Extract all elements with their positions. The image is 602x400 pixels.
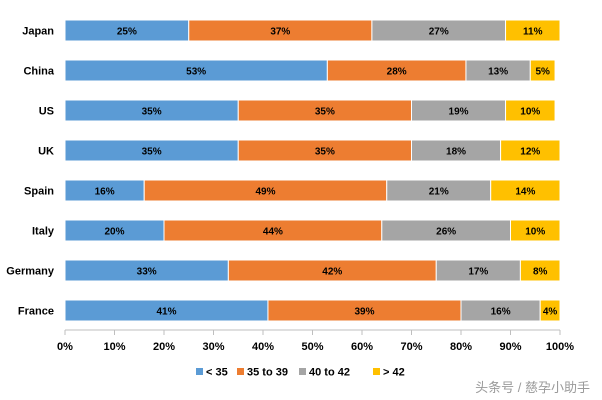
- category-label-us: US: [39, 106, 54, 118]
- bar-italy-series-3: [510, 219, 561, 242]
- data-label-france-series-1: 39%: [354, 307, 374, 318]
- data-label-japan-series-2: 27%: [429, 27, 449, 38]
- x-tick-label: 80%: [450, 341, 472, 353]
- data-label-uk-series-3: 12%: [520, 147, 540, 158]
- x-tick-label: 90%: [499, 341, 521, 353]
- data-label-italy-series-2: 26%: [436, 227, 456, 238]
- data-label-germany-series-3: 8%: [533, 267, 548, 278]
- legend-label-0: < 35: [206, 367, 228, 379]
- data-label-italy-series-3: 10%: [525, 227, 545, 238]
- data-label-us-series-2: 19%: [449, 107, 469, 118]
- category-label-france: France: [18, 306, 54, 318]
- bar-france-series-3: [539, 299, 561, 322]
- bar-uk-series-3: [500, 139, 561, 162]
- category-label-japan: Japan: [22, 26, 54, 38]
- bar-area: 25% 37% 27% 11% 53% 28% 13% 5% 35% 35% 19% 10% 35% 35…: [64, 19, 561, 322]
- data-label-france-series-0: 41%: [156, 307, 176, 318]
- legend-swatch-3: [373, 368, 380, 375]
- bar-spain-series-3: [490, 179, 561, 202]
- data-label-spain-series-3: 14%: [515, 187, 535, 198]
- x-tick-label: 20%: [153, 341, 175, 353]
- data-label-us-series-1: 35%: [315, 107, 335, 118]
- x-tick-label: 40%: [252, 341, 274, 353]
- data-label-germany-series-2: 17%: [468, 267, 488, 278]
- category-label-china: China: [23, 66, 54, 78]
- bar-china-series-3: [529, 59, 556, 82]
- data-label-japan-series-1: 37%: [270, 27, 290, 38]
- data-label-france-series-3: 4%: [543, 307, 558, 318]
- x-axis-ticks: 0% 10% 20% 30% 40% 50% 60% 70% 80% 90% 100%: [57, 330, 574, 353]
- data-label-spain-series-1: 49%: [255, 187, 275, 198]
- data-label-uk-series-0: 35%: [142, 147, 162, 158]
- data-label-spain-series-0: 16%: [95, 187, 115, 198]
- bar-japan-series-3: [505, 19, 561, 42]
- bar-us-series-3: [505, 99, 556, 122]
- x-tick-label: 60%: [351, 341, 373, 353]
- x-tick-label: 0%: [57, 341, 73, 353]
- category-label-uk: UK: [38, 146, 54, 158]
- category-label-germany: Germany: [6, 266, 55, 278]
- data-label-italy-series-0: 20%: [104, 227, 124, 238]
- x-tick-label: 30%: [202, 341, 224, 353]
- data-label-uk-series-1: 35%: [315, 147, 335, 158]
- data-label-germany-series-1: 42%: [322, 267, 342, 278]
- category-label-italy: Italy: [32, 226, 55, 238]
- data-label-japan-series-0: 25%: [117, 27, 137, 38]
- x-tick-label: 70%: [400, 341, 422, 353]
- legend: < 35 35 to 39 40 to 42 > 42: [196, 367, 405, 379]
- data-label-china-series-0: 53%: [186, 67, 206, 78]
- data-label-us-series-0: 35%: [142, 107, 162, 118]
- x-tick-label: 10%: [103, 341, 125, 353]
- data-label-china-series-2: 13%: [488, 67, 508, 78]
- legend-swatch-0: [196, 368, 203, 375]
- x-tick-label: 100%: [546, 341, 574, 353]
- legend-swatch-2: [299, 368, 306, 375]
- data-label-france-series-2: 16%: [491, 307, 511, 318]
- data-label-china-series-3: 5%: [535, 67, 550, 78]
- data-label-germany-series-0: 33%: [137, 267, 157, 278]
- data-label-china-series-1: 28%: [387, 67, 407, 78]
- data-label-spain-series-2: 21%: [429, 187, 449, 198]
- legend-label-3: > 42: [383, 367, 405, 379]
- category-label-spain: Spain: [24, 186, 54, 198]
- legend-label-1: 35 to 39: [247, 367, 288, 379]
- data-label-uk-series-2: 18%: [446, 147, 466, 158]
- x-tick-label: 50%: [301, 341, 323, 353]
- data-label-japan-series-3: 11%: [523, 27, 543, 38]
- category-labels: Japan China US UK Spain Italy Germany France: [6, 26, 55, 318]
- data-label-us-series-3: 10%: [520, 107, 540, 118]
- bar-germany-series-3: [519, 259, 561, 282]
- legend-swatch-1: [237, 368, 244, 375]
- watermark-text: 头条号 / 慈孕小助手: [475, 380, 590, 395]
- legend-label-2: 40 to 42: [309, 367, 350, 379]
- data-label-italy-series-1: 44%: [263, 227, 283, 238]
